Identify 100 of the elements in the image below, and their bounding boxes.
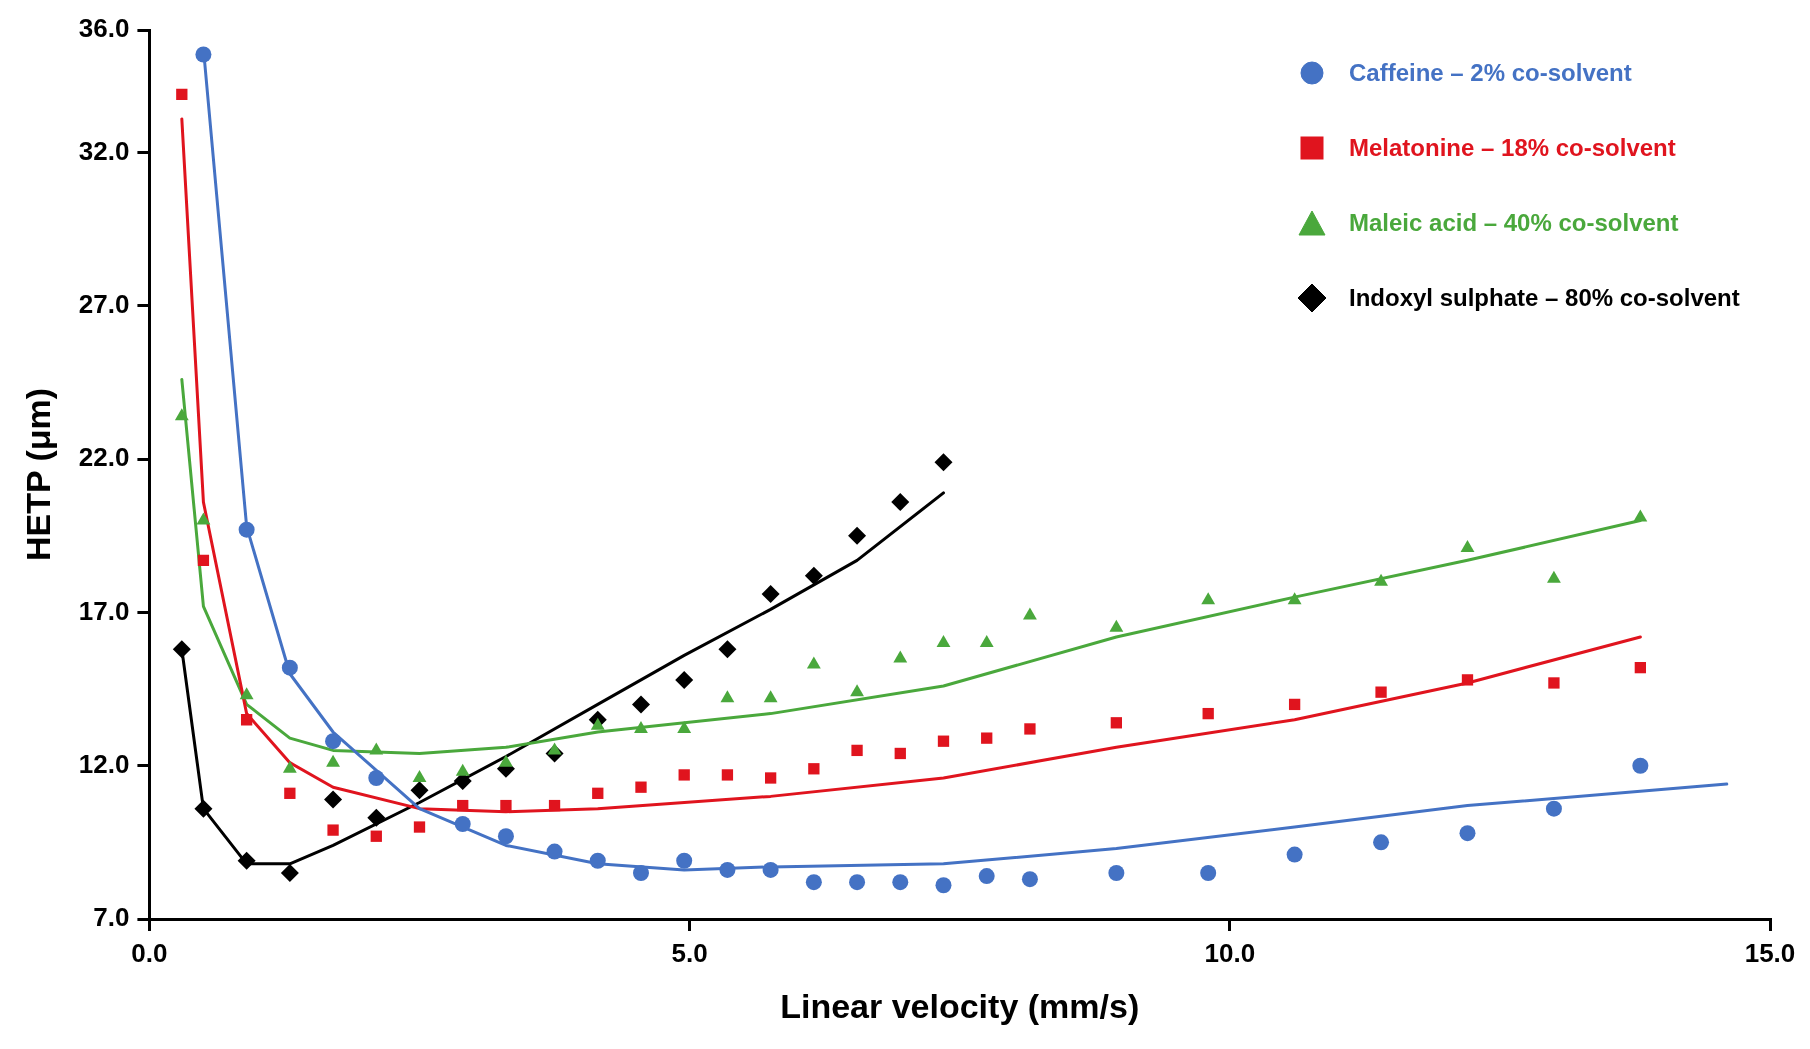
point: [848, 526, 867, 545]
point: [1201, 592, 1216, 605]
point: [239, 687, 254, 700]
y-tick-label: 36.0: [78, 13, 130, 44]
point: [634, 720, 648, 733]
point: [500, 799, 512, 812]
point: [675, 670, 694, 689]
point: [935, 877, 952, 894]
point: [677, 720, 692, 733]
legend-label: Caffeine – 2% co-solvent: [1349, 58, 1632, 87]
point: [410, 781, 429, 800]
point: [196, 512, 211, 525]
point: [1287, 592, 1302, 605]
x-axis-title: Linear velocity (mm/s): [780, 986, 1140, 1025]
point: [1548, 677, 1560, 689]
point: [851, 744, 863, 757]
y-tick-label: 22.0: [78, 442, 130, 473]
point: [1200, 865, 1217, 882]
point: [805, 874, 822, 891]
point: [763, 690, 778, 703]
point: [719, 861, 736, 878]
point: [281, 659, 298, 676]
point: [1634, 661, 1647, 674]
point: [720, 690, 735, 703]
point: [892, 874, 909, 891]
point: [893, 650, 908, 663]
point: [455, 763, 470, 776]
point: [284, 787, 296, 799]
point: [1461, 674, 1474, 686]
x-tick-label: 0.0: [131, 937, 168, 968]
point: [804, 566, 823, 585]
point: [238, 521, 255, 538]
point: [590, 717, 605, 730]
x-tick-label: 15.0: [1744, 937, 1796, 968]
point: [497, 828, 514, 845]
point: [721, 769, 734, 781]
point: [367, 808, 386, 827]
point: [325, 733, 342, 750]
point: [1374, 573, 1388, 586]
point: [1633, 509, 1648, 522]
point: [1545, 800, 1562, 817]
point: [548, 799, 561, 812]
point: [1109, 619, 1124, 632]
point: [237, 851, 256, 870]
point: [1024, 723, 1036, 735]
point: [546, 843, 563, 860]
point: [762, 861, 779, 878]
point: [592, 787, 604, 799]
point: [981, 732, 993, 744]
point: [632, 865, 649, 882]
point: [979, 635, 994, 648]
x-tick-label: 5.0: [671, 937, 708, 968]
point: [240, 714, 253, 726]
point: [1021, 871, 1038, 888]
point: [368, 769, 385, 786]
point: [172, 640, 191, 659]
point: [195, 46, 212, 63]
x-tick-label: 10.0: [1204, 937, 1256, 968]
point: [370, 830, 382, 842]
point: [589, 852, 606, 869]
point: [850, 684, 864, 697]
point: [174, 408, 189, 421]
point: [1459, 825, 1476, 842]
point: [849, 874, 866, 891]
point: [808, 763, 820, 775]
point: [978, 868, 995, 885]
point: [1202, 707, 1214, 720]
point: [676, 852, 693, 869]
y-tick-label: 17.0: [78, 595, 130, 626]
point: [194, 799, 213, 818]
point: [894, 747, 906, 760]
point: [197, 554, 210, 566]
legend-label: Maleic acid – 40% co-solvent: [1349, 208, 1679, 237]
point: [1546, 570, 1561, 583]
point: [327, 824, 339, 836]
point: [413, 821, 426, 833]
point: [1632, 757, 1649, 774]
point: [1023, 607, 1037, 620]
point: [369, 742, 384, 755]
point: [280, 864, 299, 883]
legend-label: Melatonine – 18% co-solvent: [1349, 133, 1676, 162]
point: [1110, 717, 1123, 729]
point: [806, 656, 821, 669]
point: [176, 88, 188, 101]
point: [324, 790, 343, 809]
y-axis-title: HETP (μm): [18, 387, 57, 562]
point: [282, 760, 297, 773]
point: [1375, 686, 1387, 698]
point: [937, 735, 950, 747]
point: [1460, 540, 1475, 553]
point: [891, 493, 910, 512]
y-tick-label: 12.0: [78, 748, 130, 779]
point: [631, 695, 650, 714]
y-tick-label: 7.0: [93, 902, 130, 933]
point: [1286, 846, 1303, 863]
point: [457, 799, 469, 812]
y-tick-label: 27.0: [78, 289, 130, 320]
point: [326, 754, 340, 767]
point: [936, 635, 951, 648]
point: [678, 769, 690, 781]
